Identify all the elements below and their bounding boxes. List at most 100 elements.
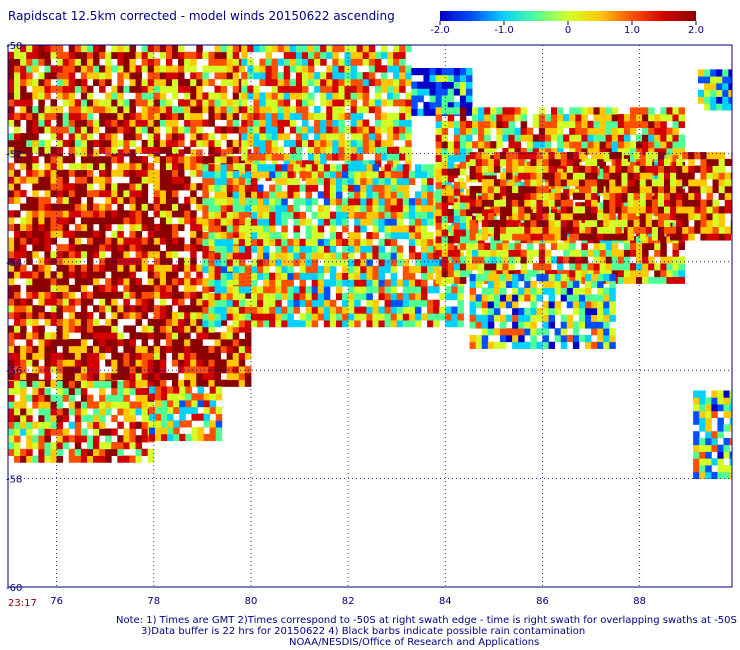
heatmap-cell (445, 225, 452, 233)
heatmap-cell (289, 105, 297, 114)
heatmap-cell (326, 51, 333, 59)
heatmap-cell (301, 119, 309, 127)
heatmap-cell (8, 112, 15, 120)
heatmap-cell (654, 215, 661, 223)
heatmap-cell (506, 314, 513, 322)
heatmap-cell (329, 320, 337, 328)
heatmap-cell (356, 92, 364, 100)
heatmap-cell (414, 164, 422, 172)
heatmap-cell (129, 372, 136, 381)
heatmap-cell (153, 372, 161, 381)
heatmap-cell (62, 414, 70, 423)
heatmap-cell (633, 226, 641, 234)
heatmap-cell (617, 269, 625, 278)
heatmap-cell (209, 420, 217, 428)
heatmap-cell (372, 320, 379, 328)
heatmap-cell (459, 202, 467, 210)
heatmap-cell (38, 428, 45, 436)
heatmap-cell (378, 245, 385, 253)
heatmap-cell (147, 448, 155, 456)
heatmap-cell (414, 198, 422, 206)
heatmap-cell (269, 279, 276, 287)
heatmap-cell (380, 119, 388, 127)
heatmap-cell (317, 164, 325, 172)
heatmap-cell (621, 172, 628, 180)
heatmap-cell (399, 126, 406, 134)
heatmap-cell (435, 269, 443, 278)
heatmap-cell (342, 252, 349, 260)
heatmap-cell (490, 120, 497, 129)
heatmap-cell (657, 199, 665, 207)
heatmap-cell (184, 92, 191, 100)
heatmap-cell (499, 294, 507, 302)
heatmap-cell (408, 299, 416, 307)
heatmap-cell (706, 185, 713, 194)
heatmap-cell (238, 299, 246, 307)
heatmap-cell (185, 393, 192, 401)
heatmap-cell (32, 372, 39, 381)
heatmap-cell (208, 292, 215, 301)
heatmap-cell (202, 78, 209, 87)
heatmap-cell (74, 244, 82, 252)
heatmap-cell (129, 387, 136, 395)
heatmap-cell (184, 278, 191, 286)
heatmap-cell (50, 408, 57, 416)
heatmap-cell (190, 92, 197, 100)
heatmap-cell (226, 379, 234, 387)
heatmap-cell (536, 213, 543, 221)
heatmap-cell (423, 74, 430, 82)
heatmap-cell (326, 92, 333, 100)
heatmap-cell (672, 127, 679, 135)
heatmap-cell (117, 126, 124, 134)
heatmap-cell (627, 233, 634, 241)
heatmap-cell (591, 226, 598, 234)
heatmap-cell (548, 179, 556, 187)
heatmap-cell (459, 120, 467, 129)
heatmap-cell (232, 345, 240, 353)
heatmap-cell (99, 162, 106, 171)
heatmap-cell (202, 218, 209, 226)
heatmap-cell (26, 318, 33, 326)
heatmap-cell (220, 92, 228, 100)
heatmap-cell (190, 162, 197, 171)
heatmap-cell (56, 162, 64, 171)
heatmap-cell (348, 272, 355, 280)
heatmap-cell (518, 307, 525, 316)
heatmap-cell (190, 264, 197, 272)
heatmap-cell (179, 386, 186, 394)
heatmap-cell (184, 264, 191, 272)
heatmap-cell (478, 195, 485, 203)
heatmap-cell (548, 233, 556, 241)
heatmap-cell (214, 272, 221, 280)
heatmap-cell (129, 414, 136, 423)
heatmap-cell (105, 92, 112, 100)
heatmap-cell (591, 152, 598, 160)
heatmap-cell (135, 78, 143, 87)
heatmap-cell (74, 414, 82, 423)
heatmap-cell (354, 191, 361, 199)
heatmap-cell (190, 359, 197, 367)
heatmap-cell (481, 301, 489, 309)
heatmap-cell (190, 372, 197, 381)
heatmap-cell (208, 218, 215, 226)
heatmap-cell (314, 51, 321, 59)
heatmap-cell (147, 112, 155, 120)
heatmap-cell (402, 299, 410, 307)
heatmap-cell (393, 133, 400, 141)
heatmap-cell (123, 394, 130, 402)
heatmap-cell (405, 119, 412, 127)
heatmap-cell (38, 51, 45, 59)
heatmap-cell (111, 210, 118, 218)
heatmap-cell (111, 217, 118, 225)
heatmap-cell (86, 133, 94, 141)
heatmap-cell (335, 292, 343, 301)
heatmap-cell (360, 259, 367, 267)
heatmap-cell (20, 298, 27, 306)
heatmap-cell (26, 278, 33, 286)
heatmap-cell (226, 112, 234, 120)
heatmap-cell (68, 291, 76, 299)
heatmap-cell (202, 345, 209, 353)
heatmap-cell (238, 366, 246, 374)
heatmap-cell (117, 311, 124, 320)
heatmap-cell (405, 92, 412, 100)
